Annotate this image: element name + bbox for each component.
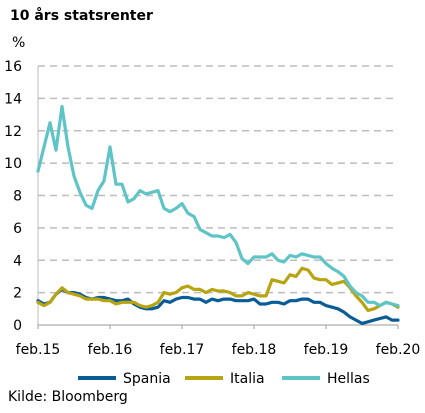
source-note: Kilde: Bloomberg [8,389,128,405]
x-tick-label: feb.16 [88,342,133,358]
y-tick-label: 8 [13,189,22,205]
y-tick-label: 6 [13,221,22,237]
x-tick-label: feb.17 [160,342,205,358]
legend-label-spania: Spania [123,371,171,387]
grid-lines [37,65,398,326]
x-tick-labels: feb.15 feb.16 feb.17 feb.18 feb.19 feb.20 [16,325,421,358]
x-tick-label: feb.20 [376,342,421,358]
series-line-hellas [36,104,400,308]
y-tick-label: 0 [13,318,22,334]
legend: Spania Italia Hellas [78,371,370,387]
series-lines [36,104,400,325]
y-tick-label: 10 [4,156,22,172]
legend-label-hellas: Hellas [327,371,370,387]
x-tick-label: feb.18 [232,342,277,358]
series-line-italia [36,266,400,312]
chart-title: 10 års statsrenter [10,7,153,24]
y-tick-label: 14 [4,91,22,107]
y-tick-label: 12 [4,124,22,140]
y-tick-label: 4 [13,253,22,269]
y-tick-labels: 0 2 4 6 8 10 12 14 16 [4,59,22,334]
legend-label-italia: Italia [230,371,265,387]
y-axis-unit: % [12,35,25,51]
series-line-spania [36,287,400,325]
y-tick-label: 2 [13,286,22,302]
x-tick-label: feb.15 [16,342,61,358]
y-tick-label: 16 [4,59,22,75]
x-tick-label: feb.19 [304,342,349,358]
